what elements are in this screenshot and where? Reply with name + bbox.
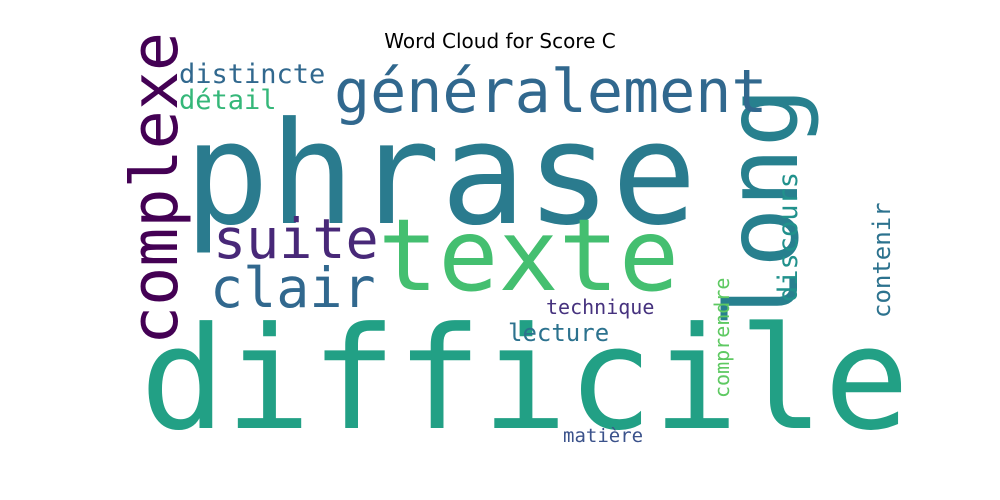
word-comprendre: comprendre xyxy=(710,278,734,398)
word-discours: discours xyxy=(773,172,804,302)
word-long: long xyxy=(704,87,821,328)
word-clair: clair xyxy=(210,256,376,320)
word-technique: technique xyxy=(546,295,654,319)
word-texte: texte xyxy=(378,197,679,314)
word-distincte: distincte xyxy=(179,59,325,90)
word-complexe: complexe xyxy=(118,32,193,345)
word-contenir: contenir xyxy=(868,202,896,318)
word-generalement: généralement xyxy=(334,57,767,127)
chart-title: Word Cloud for Score C xyxy=(384,29,616,53)
word-suite: suite xyxy=(213,207,379,271)
word-difficile: difficile xyxy=(140,297,909,462)
word-lecture: lecture xyxy=(508,319,609,347)
word-matiere: matière xyxy=(563,425,643,447)
word-detail: détail xyxy=(179,85,277,116)
word-phrase: phrase xyxy=(184,92,697,257)
